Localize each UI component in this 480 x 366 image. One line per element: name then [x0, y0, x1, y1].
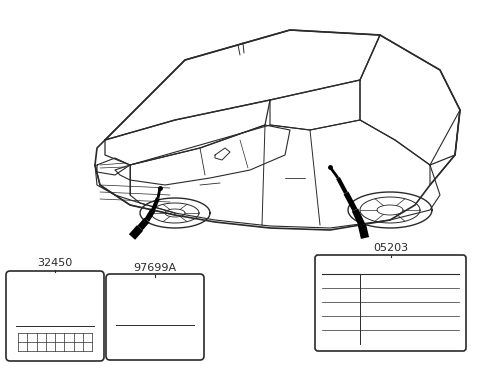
Text: 32450: 32450 [37, 258, 72, 268]
FancyBboxPatch shape [315, 255, 466, 351]
FancyBboxPatch shape [106, 274, 204, 360]
Text: 05203: 05203 [373, 243, 408, 253]
Text: 97699A: 97699A [133, 263, 177, 273]
FancyBboxPatch shape [6, 271, 104, 361]
